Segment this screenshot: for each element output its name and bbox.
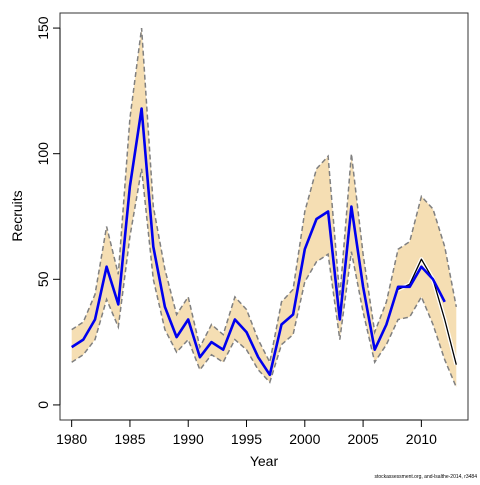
x-tick-label: 1995 [231, 431, 262, 447]
x-axis: 1980 1985 1990 1995 2000 2005 2010 [56, 419, 437, 447]
confidence-band-group [71, 28, 458, 388]
y-tick-label: 150 [35, 16, 51, 40]
y-tick-label: 0 [35, 401, 51, 409]
upper-bound-line [71, 28, 458, 365]
y-axis: 0 50 100 150 [35, 16, 61, 409]
x-tick-label: 2010 [406, 431, 437, 447]
series-lines-group [70, 107, 459, 377]
y-tick-label: 100 [35, 142, 51, 166]
y-axis-title: Recruits [9, 190, 25, 241]
footnote: stockassessment.org, and-lsalthe-2014, r… [374, 474, 477, 480]
alternate-estimate-line [397, 258, 457, 365]
x-tick-label: 1980 [56, 431, 87, 447]
confidence-band-fill [71, 28, 457, 388]
x-tick-label: 2005 [348, 431, 379, 447]
y-tick-label: 50 [35, 271, 51, 287]
x-tick-label: 1990 [173, 431, 204, 447]
recruits-estimate-line [70, 107, 446, 377]
x-tick-label: 1985 [114, 431, 145, 447]
x-axis-title: Year [250, 453, 279, 469]
x-tick-label: 2000 [289, 431, 320, 447]
